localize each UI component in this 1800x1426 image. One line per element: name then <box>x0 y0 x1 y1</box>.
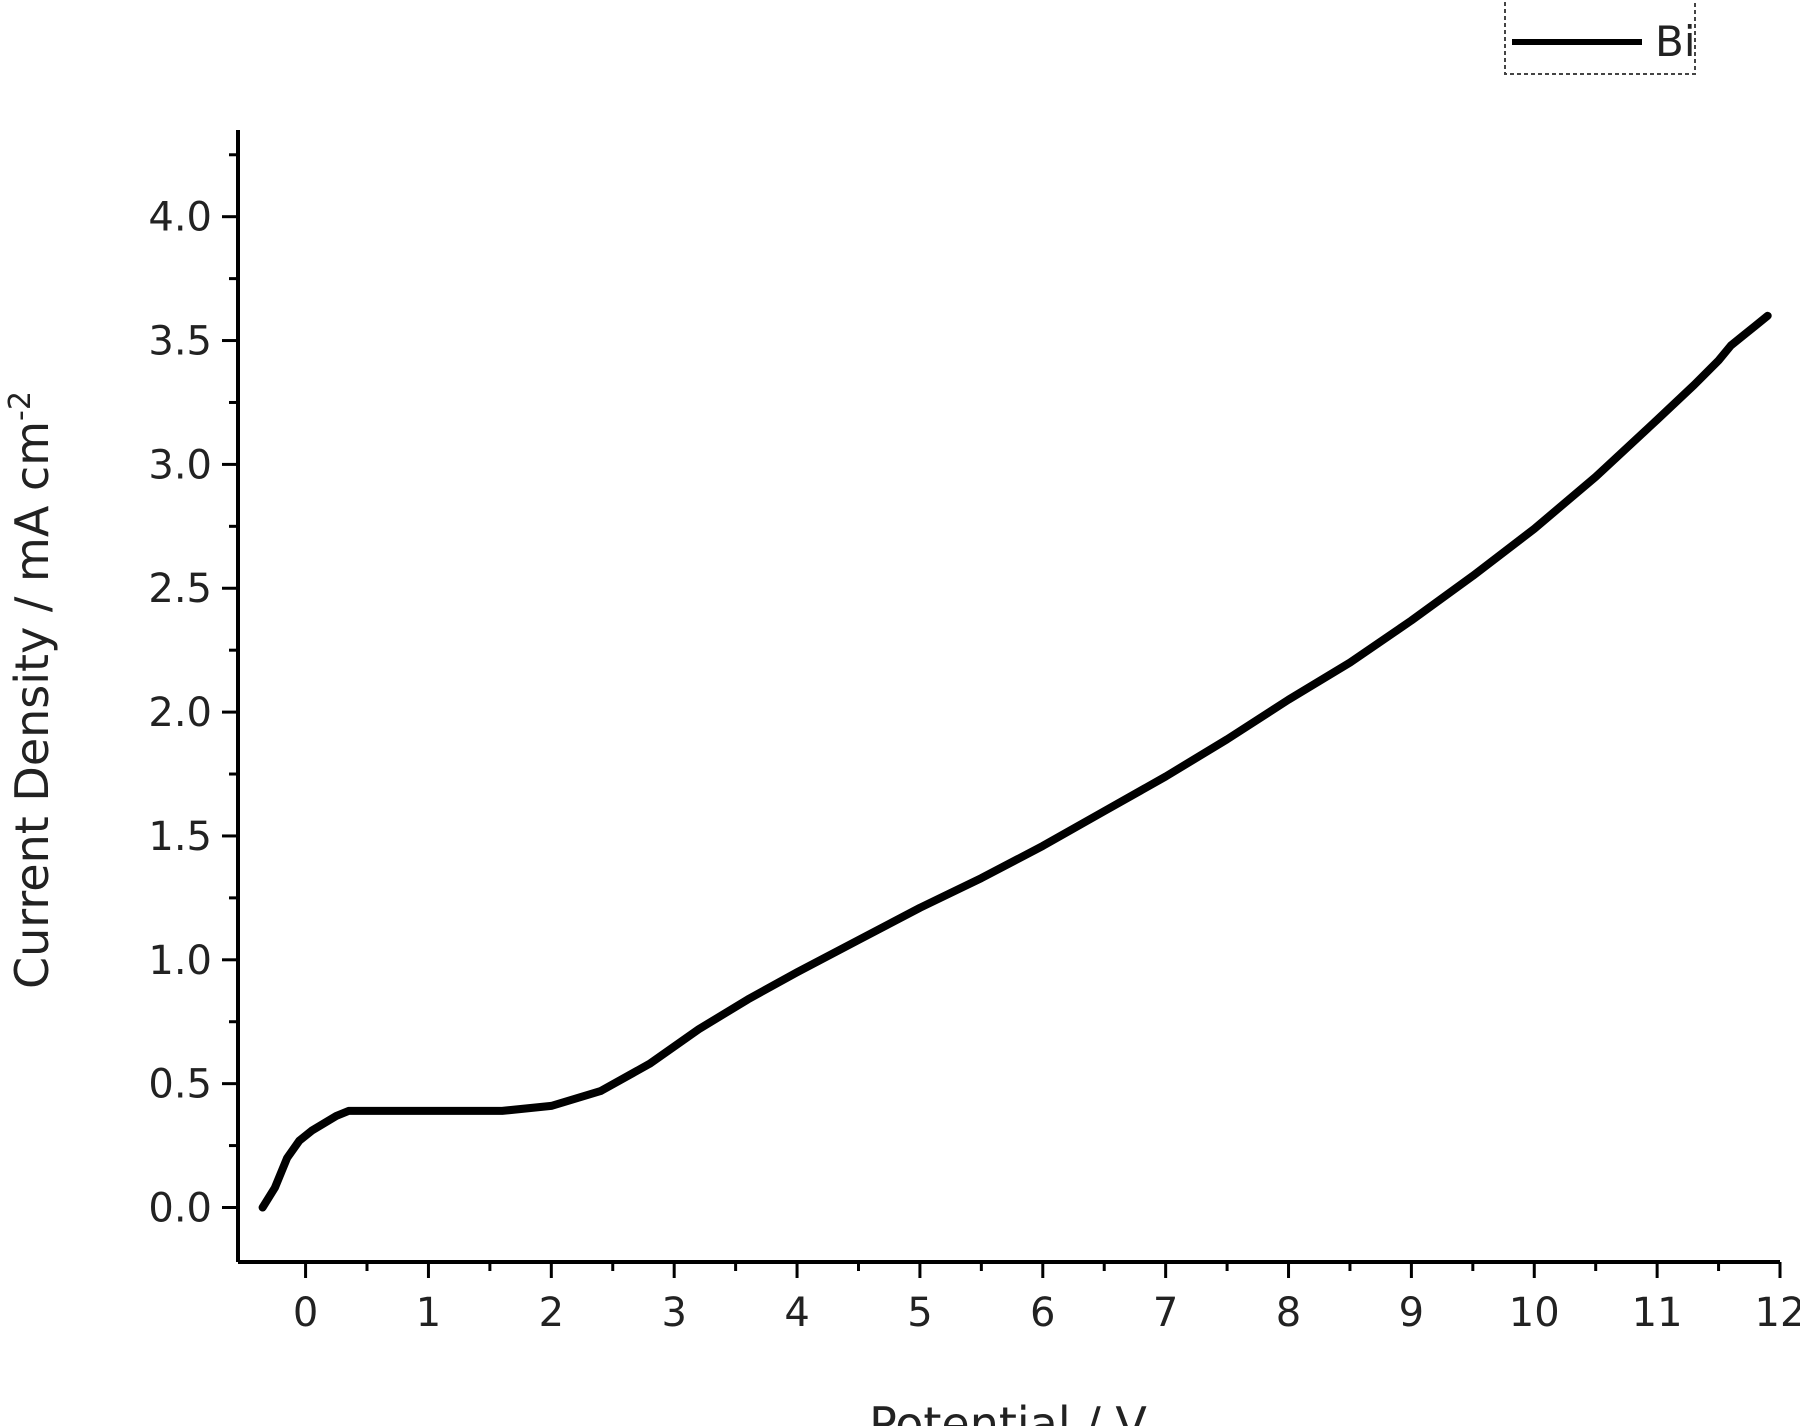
x-tick-label: 10 <box>1509 1290 1560 1336</box>
legend-box <box>1504 0 1696 75</box>
y-tick-label: 2.5 <box>148 566 212 612</box>
x-tick-label: 11 <box>1632 1290 1683 1336</box>
y-tick-label: 0.5 <box>148 1062 212 1108</box>
y-tick-label: 3.5 <box>148 319 212 365</box>
y-axis-title: Current Density / mA cm-2 <box>3 391 59 989</box>
axes <box>236 130 1780 1264</box>
x-tick-label: 1 <box>416 1290 441 1336</box>
y-axis-title-superscript: -2 <box>3 391 38 421</box>
x-tick-label: 12 <box>1755 1290 1800 1336</box>
x-tick-label: 8 <box>1276 1290 1301 1336</box>
series-layer <box>258 311 1772 1212</box>
y-axis-title-main: Current Density / mA cm <box>5 421 59 989</box>
y-tick-label: 0.0 <box>148 1186 212 1232</box>
x-tick-label: 7 <box>1153 1290 1178 1336</box>
y-tick-label: 1.5 <box>148 814 212 860</box>
y-tick-label: 1.0 <box>148 938 212 984</box>
y-tick-label: 3.0 <box>148 442 212 488</box>
ticks: 0 1 2 3 4 5 6 7 8 9 10 11 120.00.51.01.52.02.53.03.5… <box>148 153 1800 1336</box>
y-tick-label: 2.0 <box>148 690 212 736</box>
x-tick-label: 3 <box>661 1290 686 1336</box>
x-tick-label: 2 <box>539 1290 564 1336</box>
x-tick-label: 4 <box>784 1290 809 1336</box>
series-line-bi <box>258 311 1772 1212</box>
legend-label-bi: Bi <box>1655 17 1695 66</box>
x-tick-label: 6 <box>1030 1290 1055 1336</box>
x-axis-title: Potential / V <box>869 1397 1147 1426</box>
legend: Bi <box>1504 0 1696 75</box>
x-tick-label: 0 <box>293 1290 318 1336</box>
x-tick-label: 9 <box>1399 1290 1424 1336</box>
y-tick-label: 4.0 <box>148 195 212 241</box>
x-tick-label: 5 <box>907 1290 932 1336</box>
